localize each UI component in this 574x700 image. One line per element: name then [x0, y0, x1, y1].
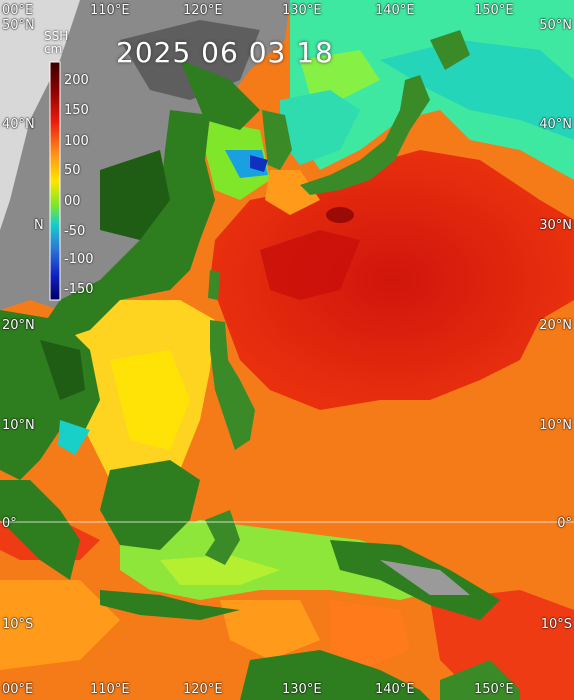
colorbar-tick-150: 150: [64, 103, 89, 118]
colorbar-tick-00: 00: [64, 194, 81, 209]
lon-label-top-100: 00°E: [2, 3, 34, 18]
variable-label: SSH: [44, 29, 69, 43]
western-pacific-warm-pool: [210, 150, 574, 410]
australia-north: [240, 650, 430, 700]
lat-label-left-20n: 20°N: [2, 318, 35, 333]
lon-label-bottom-110: 110°E: [90, 682, 130, 697]
lat-label-right-50n: 50°N: [539, 18, 572, 33]
lon-label-bottom-120: 120°E: [183, 682, 223, 697]
china-east-lowlands: [40, 110, 215, 340]
lat-label-right-10s: 10°S: [540, 617, 572, 632]
lat-label-left-10n: 10°N: [2, 418, 35, 433]
japan: [300, 75, 430, 195]
lon-label-bottom-140: 140°E: [375, 682, 415, 697]
lat-label-right-0: 0°: [557, 516, 572, 531]
colorbar-tick-100: 100: [64, 134, 89, 149]
lat-label-left-40n: 40°N: [2, 117, 35, 132]
colorbar-tick-minus50: -50: [64, 224, 86, 239]
lon-label-bottom-100: 00°E: [2, 682, 34, 697]
lon-label-top-140: 140°E: [375, 3, 415, 18]
lat-label-left-0: 0°: [2, 516, 17, 531]
colorbar-tick-minus100: -100: [64, 252, 94, 267]
colorbar-tick-200: 200: [64, 73, 89, 88]
unit-label: cm: [44, 42, 63, 56]
colorbar-title: SSH cm: [44, 30, 68, 56]
colorbar-tick-50: 50: [64, 163, 81, 178]
lon-label-bottom-130: 130°E: [282, 682, 322, 697]
borneo: [100, 460, 200, 550]
lon-label-bottom-150: 150°E: [474, 682, 514, 697]
lon-label-top-120: 120°E: [183, 3, 223, 18]
sumatra: [0, 480, 80, 580]
colorbar-tick-minus150: -150: [64, 282, 94, 297]
taiwan: [208, 270, 220, 300]
lat-label-left-50n: 50°N: [2, 18, 35, 33]
lat-label-right-40n: 40°N: [539, 117, 572, 132]
lon-label-top-130: 130°E: [282, 3, 322, 18]
lat-label-right-30n: 30°N: [539, 218, 572, 233]
lat-label-right-10n: 10°N: [539, 418, 572, 433]
lat-label-right-20n: 20°N: [539, 318, 572, 333]
sulawesi: [205, 510, 240, 565]
lat-label-left-30n: N: [34, 218, 44, 233]
timestamp: 2025 06 03 18: [116, 36, 334, 69]
lon-label-top-110: 110°E: [90, 3, 130, 18]
philippines: [210, 320, 255, 450]
lon-label-top-150: 150°E: [474, 3, 514, 18]
colorbar: [49, 61, 61, 301]
lat-label-left-10s: 10°S: [2, 617, 34, 632]
korea: [262, 110, 292, 170]
